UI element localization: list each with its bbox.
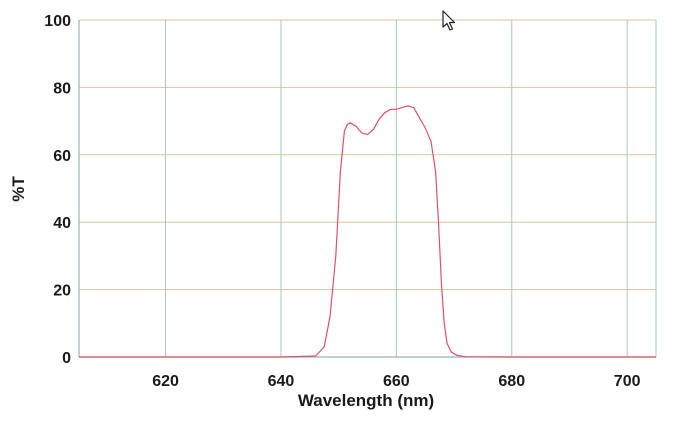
y-tick-label: 0 (62, 350, 71, 367)
mouse-cursor-icon (442, 10, 456, 31)
y-tick-label: 40 (53, 215, 71, 232)
x-tick-label: 660 (383, 373, 410, 390)
x-axis-title: Wavelength (nm) (298, 391, 434, 410)
y-tick-labels: 0 20 40 60 80 100 (44, 13, 71, 367)
x-tick-label: 620 (152, 373, 179, 390)
grid (79, 19, 657, 357)
y-tick-label: 80 (53, 80, 71, 97)
series-layer (79, 105, 656, 358)
x-tick-label: 700 (614, 373, 641, 390)
y-tick-label: 60 (53, 148, 71, 165)
y-tick-label: 20 (53, 283, 71, 300)
x-tick-labels: 620 640 660 680 700 (152, 373, 640, 390)
x-tick-label: 680 (498, 373, 525, 390)
y-axis-title: %T (9, 176, 28, 202)
y-tick-label: 100 (44, 13, 71, 30)
transmission-series-line (79, 105, 656, 358)
x-tick-label: 640 (268, 373, 295, 390)
